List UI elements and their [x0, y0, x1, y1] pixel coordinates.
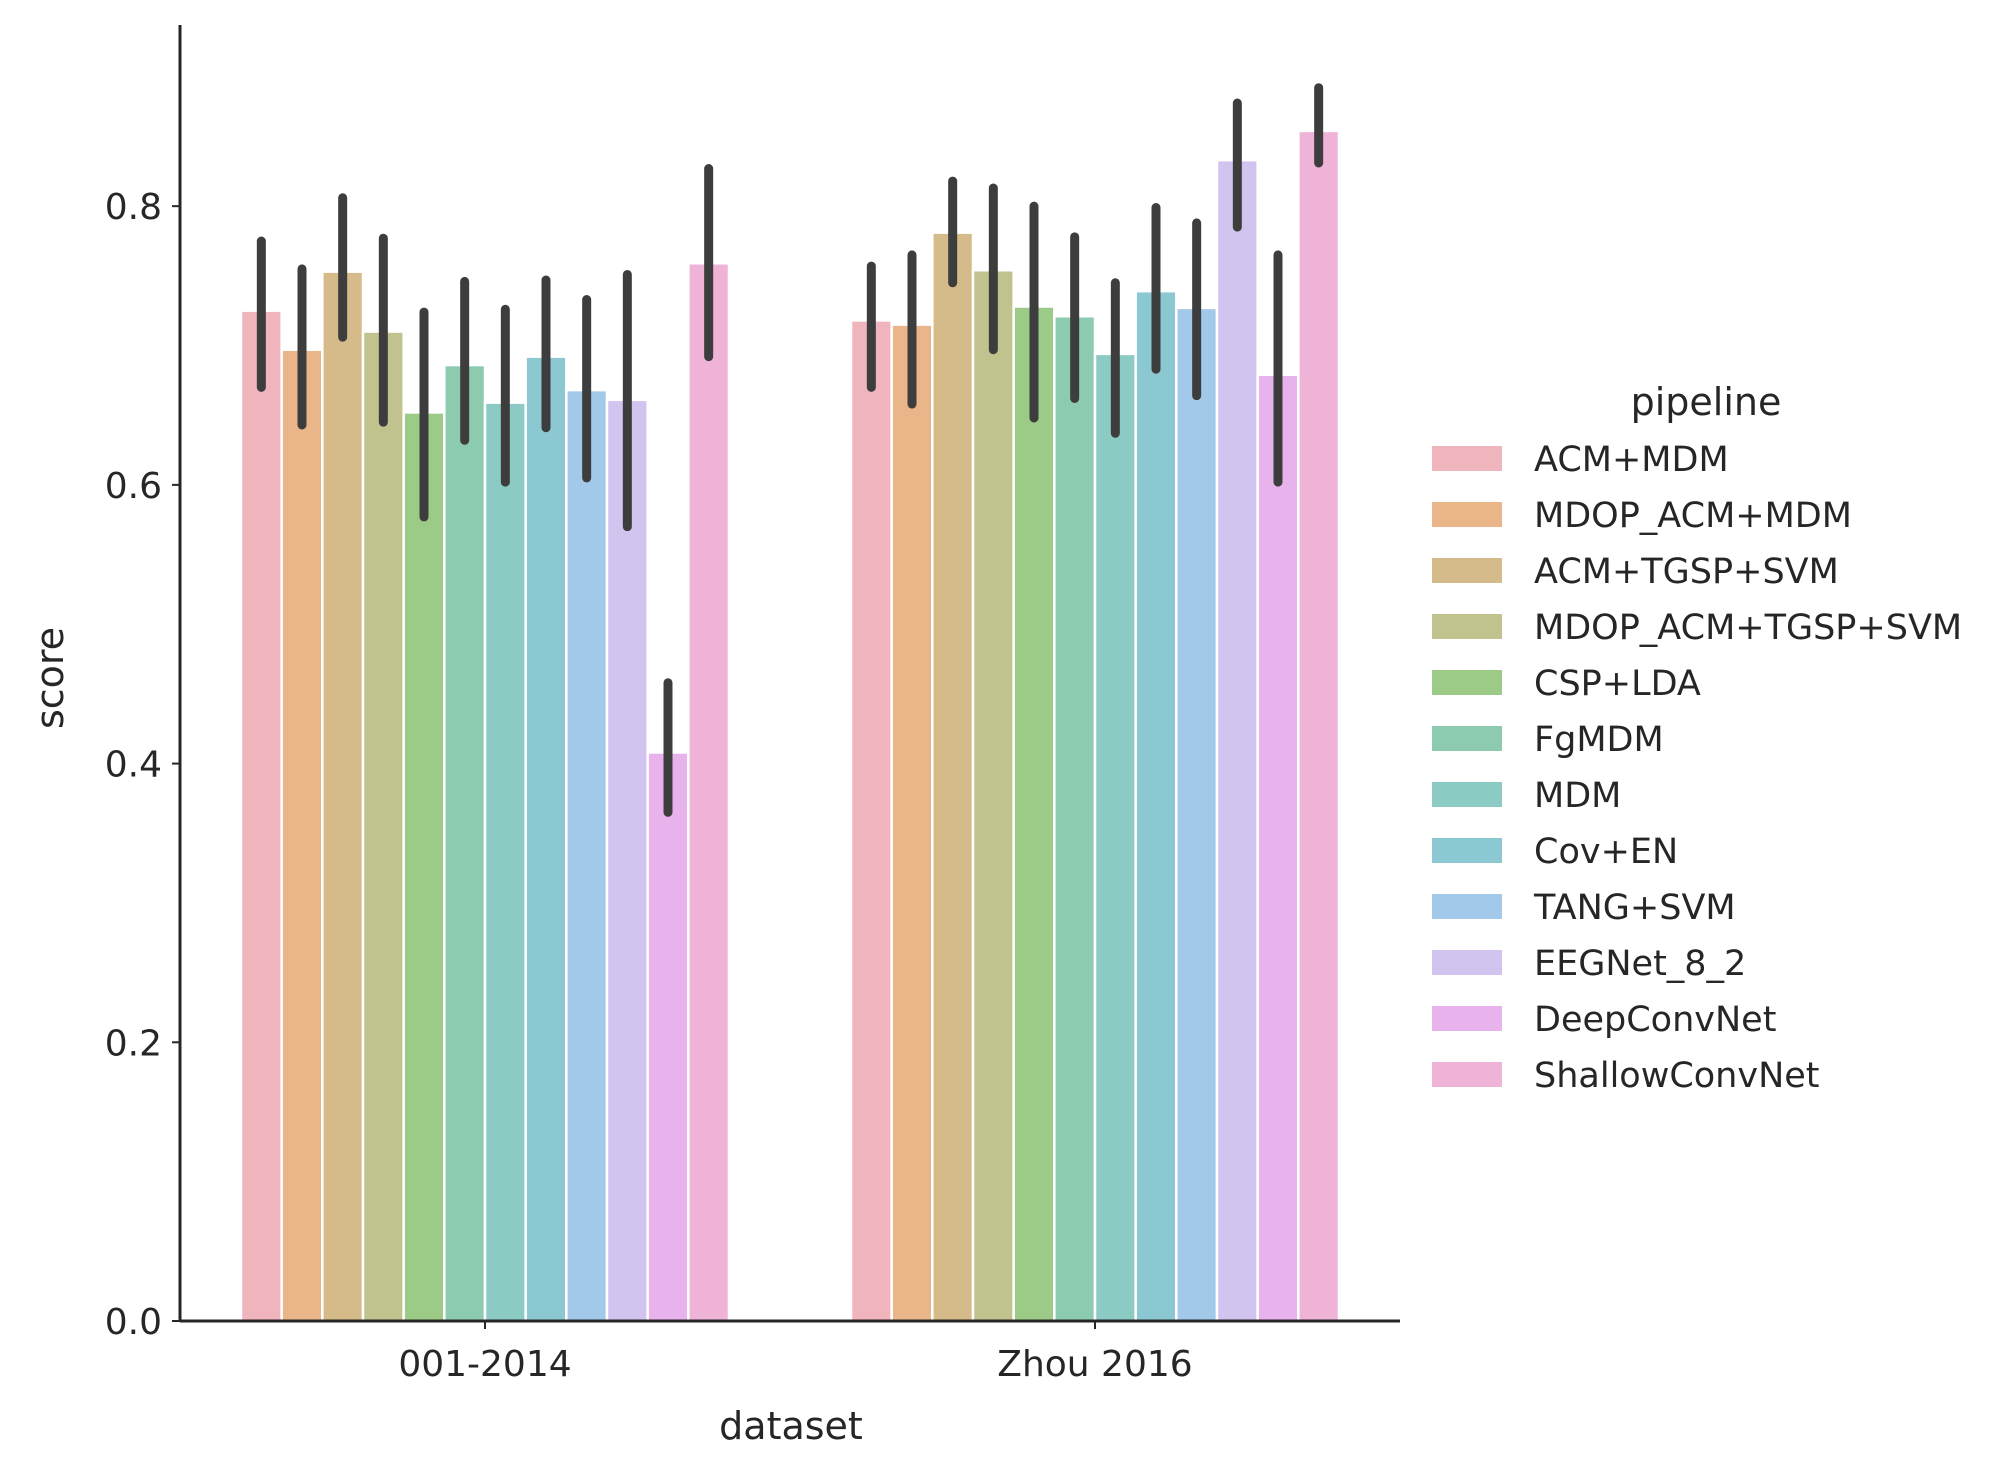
bar — [931, 231, 975, 1323]
legend-label: FgMDM — [1534, 720, 1664, 760]
bar — [1256, 373, 1300, 1323]
bar — [565, 388, 609, 1323]
bar — [1053, 315, 1097, 1323]
bar — [687, 262, 731, 1323]
bar — [1297, 129, 1341, 1323]
legend-swatch — [1432, 1062, 1502, 1087]
legend-label: ShallowConvNet — [1534, 1056, 1820, 1096]
y-axis-title: score — [28, 627, 72, 729]
y-tick-label: 0.0 — [105, 1302, 162, 1343]
y-tick-label: 0.2 — [105, 1023, 162, 1064]
x-tick-label: 001-2014 — [398, 1344, 571, 1385]
axes — [178, 25, 1400, 1323]
bar — [890, 323, 934, 1323]
legend-label: Cov+EN — [1534, 832, 1678, 872]
bar — [321, 270, 365, 1323]
legend-label: ACM+TGSP+SVM — [1534, 552, 1839, 592]
bar — [1215, 158, 1259, 1323]
x-axis-title: dataset — [719, 1404, 863, 1448]
legend-swatch — [1432, 950, 1502, 975]
y-tick-label: 0.6 — [105, 466, 162, 507]
bar — [524, 355, 568, 1323]
bar — [849, 319, 893, 1323]
bar — [483, 401, 527, 1323]
y-tick-label: 0.4 — [105, 745, 162, 786]
x-tick-label: Zhou 2016 — [997, 1344, 1192, 1385]
bar — [1012, 305, 1056, 1323]
errorbars-layer — [256, 83, 1324, 817]
legend-label: MDOP_ACM+TGSP+SVM — [1534, 608, 1962, 648]
legend-title: pipeline — [1631, 380, 1782, 424]
bar — [239, 309, 283, 1323]
bar — [646, 751, 690, 1323]
bar — [1093, 352, 1137, 1323]
bar — [361, 330, 405, 1323]
legend-items: ACM+MDM MDOP_ACM+MDM ACM+TGSP+SVM MDOP_ACM+… — [1432, 440, 1962, 1096]
legend-swatch — [1432, 894, 1502, 919]
legend-label: CSP+LDA — [1534, 664, 1701, 704]
legend-label: EEGNet_8_2 — [1534, 944, 1746, 984]
bar — [443, 363, 487, 1323]
legend-swatch — [1432, 558, 1502, 583]
legend-label: MDM — [1534, 776, 1621, 816]
legend: pipeline ACM+MDM MDOP_ACM+MDM ACM+TGSP+SVM… — [1432, 380, 1962, 1096]
y-tick-label: 0.8 — [105, 187, 162, 228]
bar — [605, 398, 649, 1323]
bars-layer — [239, 129, 1341, 1323]
legend-swatch — [1432, 1006, 1502, 1031]
bar — [1175, 306, 1219, 1323]
legend-swatch — [1432, 614, 1502, 639]
legend-swatch — [1432, 502, 1502, 527]
legend-label: TANG+SVM — [1533, 888, 1736, 928]
bar — [280, 348, 324, 1323]
legend-swatch — [1432, 670, 1502, 695]
bar — [971, 269, 1015, 1323]
legend-label: MDOP_ACM+MDM — [1534, 496, 1852, 536]
legend-label: ACM+MDM — [1534, 440, 1729, 480]
legend-swatch — [1432, 726, 1502, 751]
legend-label: DeepConvNet — [1534, 1000, 1776, 1040]
bar — [402, 411, 446, 1323]
bar — [1134, 289, 1178, 1323]
legend-swatch — [1432, 838, 1502, 863]
y-ticks: 0.0 0.2 0.4 0.6 0.8 — [105, 187, 180, 1343]
x-ticks: 001-2014 Zhou 2016 — [398, 1321, 1193, 1385]
legend-swatch — [1432, 446, 1502, 471]
legend-swatch — [1432, 782, 1502, 807]
